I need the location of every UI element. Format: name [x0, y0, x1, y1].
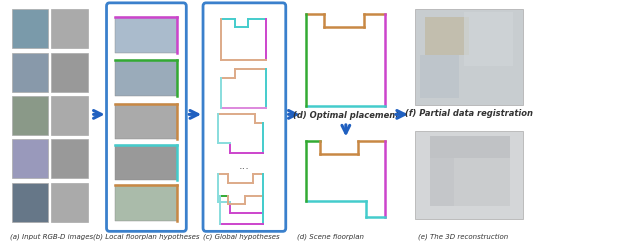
Text: (b) Local floorplan hypotheses: (b) Local floorplan hypotheses	[93, 234, 200, 240]
Bar	[115, 17, 177, 53]
Bar	[115, 60, 177, 96]
Bar	[424, 17, 469, 55]
Bar	[429, 136, 510, 206]
Text: (d) Scene floorplan: (d) Scene floorplan	[297, 234, 364, 240]
Bar	[12, 139, 49, 178]
Bar	[115, 145, 177, 181]
Text: ...: ...	[239, 161, 250, 171]
Bar	[51, 9, 88, 48]
Bar	[51, 53, 88, 92]
Bar	[51, 139, 88, 178]
Bar	[115, 185, 177, 220]
Bar	[12, 96, 49, 135]
FancyBboxPatch shape	[106, 3, 186, 231]
Bar	[51, 96, 88, 135]
Bar	[415, 131, 523, 219]
Bar	[429, 158, 454, 206]
Text: (a) Input RGB-D images: (a) Input RGB-D images	[10, 234, 93, 240]
Bar	[420, 55, 459, 98]
Bar	[464, 12, 513, 66]
Text: (d) Optimal placement: (d) Optimal placement	[292, 111, 399, 120]
Bar	[12, 53, 49, 92]
Bar	[12, 183, 49, 222]
Text: (f) Partial data registration: (f) Partial data registration	[405, 109, 533, 118]
Bar	[429, 136, 510, 158]
FancyBboxPatch shape	[203, 3, 285, 231]
Bar	[115, 104, 177, 139]
Text: (c) Global hypotheses: (c) Global hypotheses	[203, 234, 279, 240]
Bar	[415, 9, 523, 105]
Text: (e) The 3D reconstruction: (e) The 3D reconstruction	[418, 234, 508, 240]
Bar	[12, 9, 49, 48]
Bar	[51, 183, 88, 222]
